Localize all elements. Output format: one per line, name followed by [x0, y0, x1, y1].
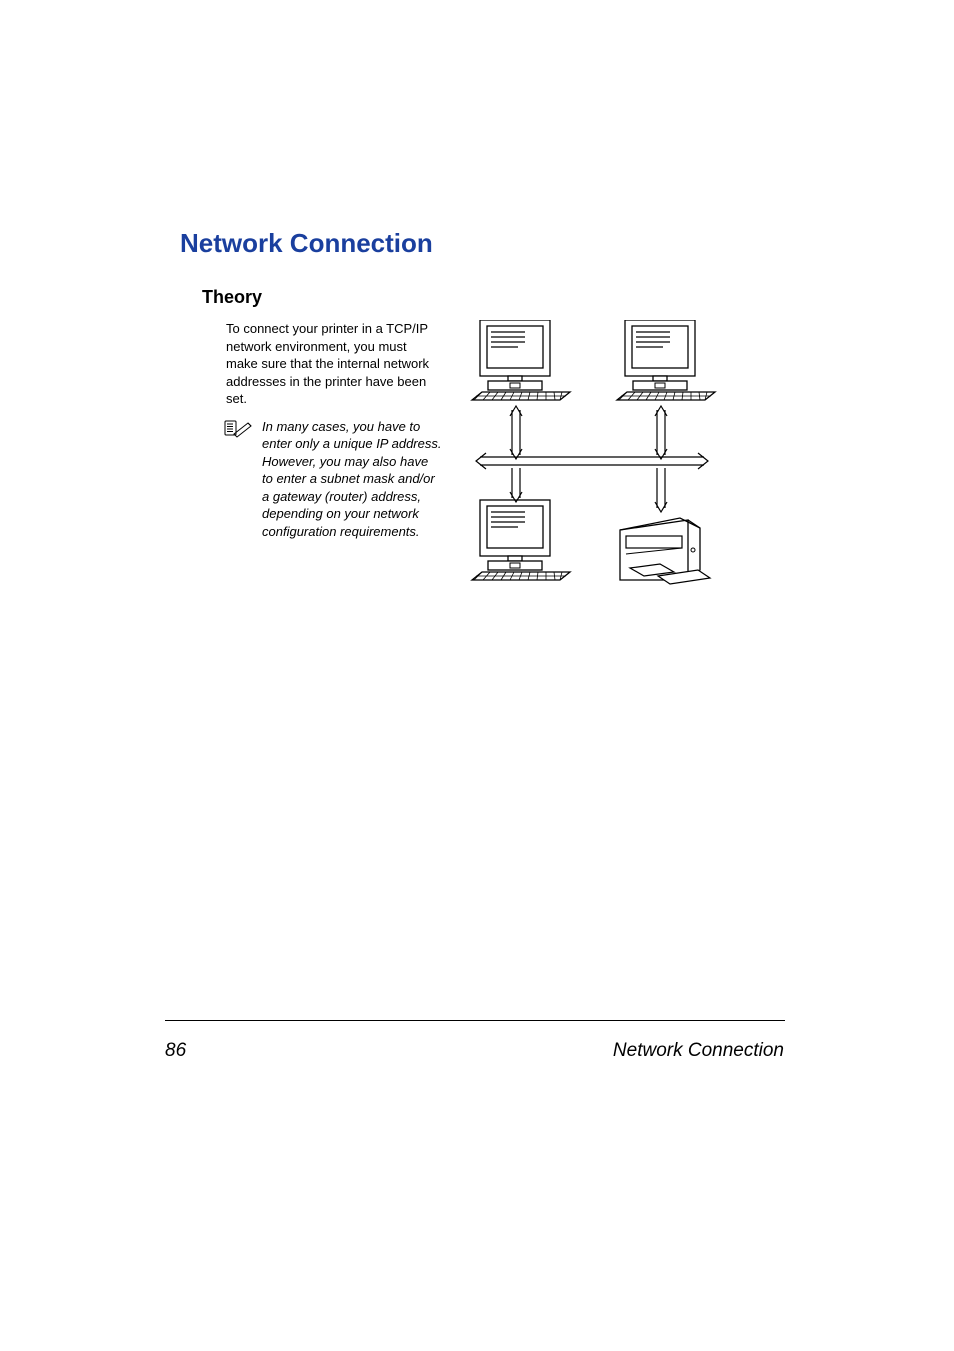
page-number: 86 — [165, 1040, 186, 1062]
computer-node-2 — [617, 320, 715, 400]
footer-rule — [165, 1020, 785, 1021]
network-diagram — [442, 320, 775, 605]
text-column: To connect your printer in a TCP/IP netw… — [180, 320, 442, 541]
computer-node-3 — [472, 500, 570, 580]
computer-node-1 — [472, 320, 570, 400]
intro-paragraph: To connect your printer in a TCP/IP netw… — [226, 320, 442, 408]
note-text: In many cases, you have to enter only a … — [262, 418, 442, 541]
note-pencil-icon — [224, 420, 252, 443]
note-block: In many cases, you have to enter only a … — [224, 418, 442, 541]
footer-title: Network Connection — [613, 1040, 784, 1062]
page-heading: Network Connection — [180, 228, 775, 259]
printer-node — [620, 518, 710, 584]
network-edges — [476, 406, 708, 512]
content-row: To connect your printer in a TCP/IP netw… — [180, 320, 775, 605]
section-heading: Theory — [202, 287, 775, 308]
